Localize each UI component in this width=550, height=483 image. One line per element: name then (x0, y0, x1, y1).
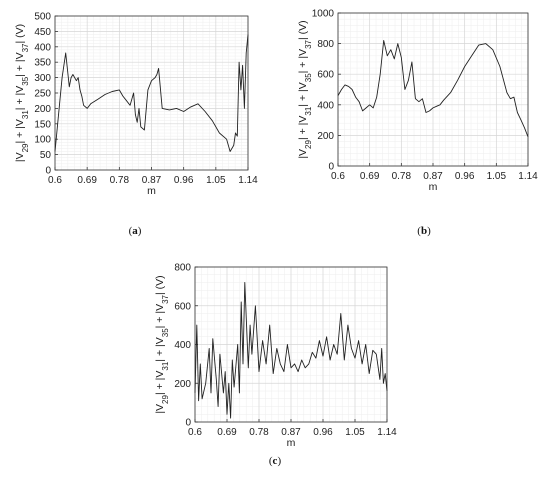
chart-panel-c: 0.6 0.69 0.78 0.87 0.96 1.05 1.14 0 200 400 600 800… (154, 263, 397, 468)
y-axis-label: |V29| + |V31| + |V35| + |V37| (V) (297, 20, 313, 158)
y-tick-label: 100 (34, 135, 51, 146)
x-tick-label: 0.96 (313, 427, 333, 438)
y-tick-label: 0 (45, 166, 51, 177)
axes-frame (337, 12, 529, 167)
y-axis-label-text: | (V) (297, 20, 309, 40)
panel-caption: (c) (269, 455, 282, 467)
panel-caption: (b) (417, 225, 431, 237)
y-axis-label-subscript: 31 (304, 106, 313, 115)
y-axis-label-subscript: 29 (21, 143, 30, 152)
y-axis-label-subscript: 31 (21, 110, 30, 119)
x-axis-label: m (429, 181, 438, 193)
y-tick-label: 200 (174, 379, 191, 390)
y-axis-label-text: | (V) (154, 275, 166, 295)
y-tick-label: 350 (34, 58, 51, 69)
x-tick-label: 1.14 (238, 175, 258, 186)
x-tick-label: 0.69 (360, 171, 380, 182)
x-tick-label: 0.87 (142, 175, 162, 186)
y-axis-label-text: |V (154, 404, 166, 414)
y-tick-label: 1000 (312, 9, 335, 20)
x-tick-label: 0.78 (110, 175, 130, 186)
x-tick-label: 0.6 (48, 175, 62, 186)
caption-letter: b (421, 225, 427, 237)
panel-caption: (a) (129, 225, 142, 237)
x-tick-label: 0.69 (77, 175, 97, 186)
x-axis-label: m (287, 437, 296, 449)
y-axis-label-subscript: 35 (21, 76, 30, 85)
y-axis-label-text: | + |V (14, 52, 26, 76)
y-tick-label: 200 (34, 104, 51, 115)
caption-letter: c (273, 455, 278, 467)
y-tick-label: 300 (34, 73, 51, 84)
y-axis-label: |V29| + |V31| + |V35| + |V37| (V) (154, 275, 170, 413)
x-tick-label: 0.96 (455, 171, 475, 182)
y-tick-label: 500 (34, 12, 51, 23)
axes-frame (194, 266, 388, 423)
x-tick-label: 1.14 (377, 427, 397, 438)
caption-close: ) (138, 225, 142, 237)
y-axis-label-text: | (V) (14, 24, 26, 44)
y-tick-label: 150 (34, 119, 51, 130)
y-axis-label-text: |V (297, 149, 309, 159)
y-tick-label: 250 (34, 89, 51, 100)
y-tick-label: 50 (40, 150, 52, 161)
y-axis-label-text: |V (14, 152, 26, 162)
y-axis-label-text: | + |V (14, 86, 26, 110)
x-tick-label: 0.6 (188, 427, 202, 438)
x-tick-label: 1.05 (487, 171, 507, 182)
x-axis-label: m (147, 185, 156, 197)
x-tick-label: 1.05 (345, 427, 365, 438)
caption-open: ( (417, 225, 421, 237)
y-axis-label-subscript: 35 (161, 328, 170, 337)
axes-frame (54, 15, 249, 171)
x-tick-label: 1.05 (206, 175, 226, 186)
x-tick-label: 0.6 (331, 171, 345, 182)
series-line-0 (337, 40, 529, 138)
caption-open: ( (269, 455, 273, 467)
y-axis-label-text: | + |V (297, 49, 309, 73)
y-axis-label-text: | + |V (154, 337, 166, 361)
y-axis-label-text: | + |V (14, 119, 26, 143)
y-axis-label-subscript: 37 (161, 294, 170, 303)
y-axis-label-subscript: 37 (304, 39, 313, 48)
y-tick-label: 0 (328, 162, 334, 173)
x-tick-label: 0.78 (392, 171, 412, 182)
caption-close: ) (277, 455, 281, 467)
series-line-0 (54, 34, 249, 152)
chart-panel-a: 0.6 0.69 0.78 0.87 0.96 1.05 1.14 0 50 100 150 200 2… (14, 12, 258, 238)
y-axis-label-text: | + |V (154, 371, 166, 395)
y-axis-label: |V29| + |V31| + |V35| + |V37| (V) (14, 24, 30, 162)
y-tick-label: 600 (317, 70, 334, 81)
series-line-0 (194, 282, 388, 419)
y-axis-label-subscript: 29 (161, 394, 170, 403)
x-tick-label: 0.96 (174, 175, 194, 186)
y-tick-label: 400 (317, 100, 334, 111)
y-axis-label-subscript: 31 (161, 361, 170, 370)
x-tick-label: 0.69 (217, 427, 237, 438)
y-tick-label: 400 (34, 42, 51, 53)
x-tick-label: 0.87 (423, 171, 443, 182)
caption-close: ) (427, 225, 431, 237)
y-tick-label: 200 (317, 131, 334, 142)
y-axis-label-subscript: 29 (304, 139, 313, 148)
chart-panel-b: 0.6 0.69 0.78 0.87 0.96 1.05 1.14 0 200 400 600 800… (297, 9, 538, 238)
x-tick-label: 0.78 (249, 427, 269, 438)
y-tick-label: 0 (185, 418, 191, 429)
caption-letter: a (132, 225, 138, 237)
x-tick-label: 1.14 (518, 171, 538, 182)
y-axis-label-text: | + |V (297, 82, 309, 106)
y-axis-label-text: | + |V (154, 304, 166, 328)
y-tick-label: 450 (34, 27, 51, 38)
y-tick-label: 400 (174, 340, 191, 351)
y-tick-label: 800 (317, 39, 334, 50)
y-tick-label: 600 (174, 301, 191, 312)
y-tick-label: 800 (174, 263, 191, 274)
caption-open: ( (129, 225, 133, 237)
y-axis-label-text: | + |V (297, 116, 309, 140)
y-axis-label-subscript: 37 (21, 43, 30, 52)
y-axis-label-subscript: 35 (304, 73, 313, 82)
x-tick-label: 0.87 (281, 427, 301, 438)
